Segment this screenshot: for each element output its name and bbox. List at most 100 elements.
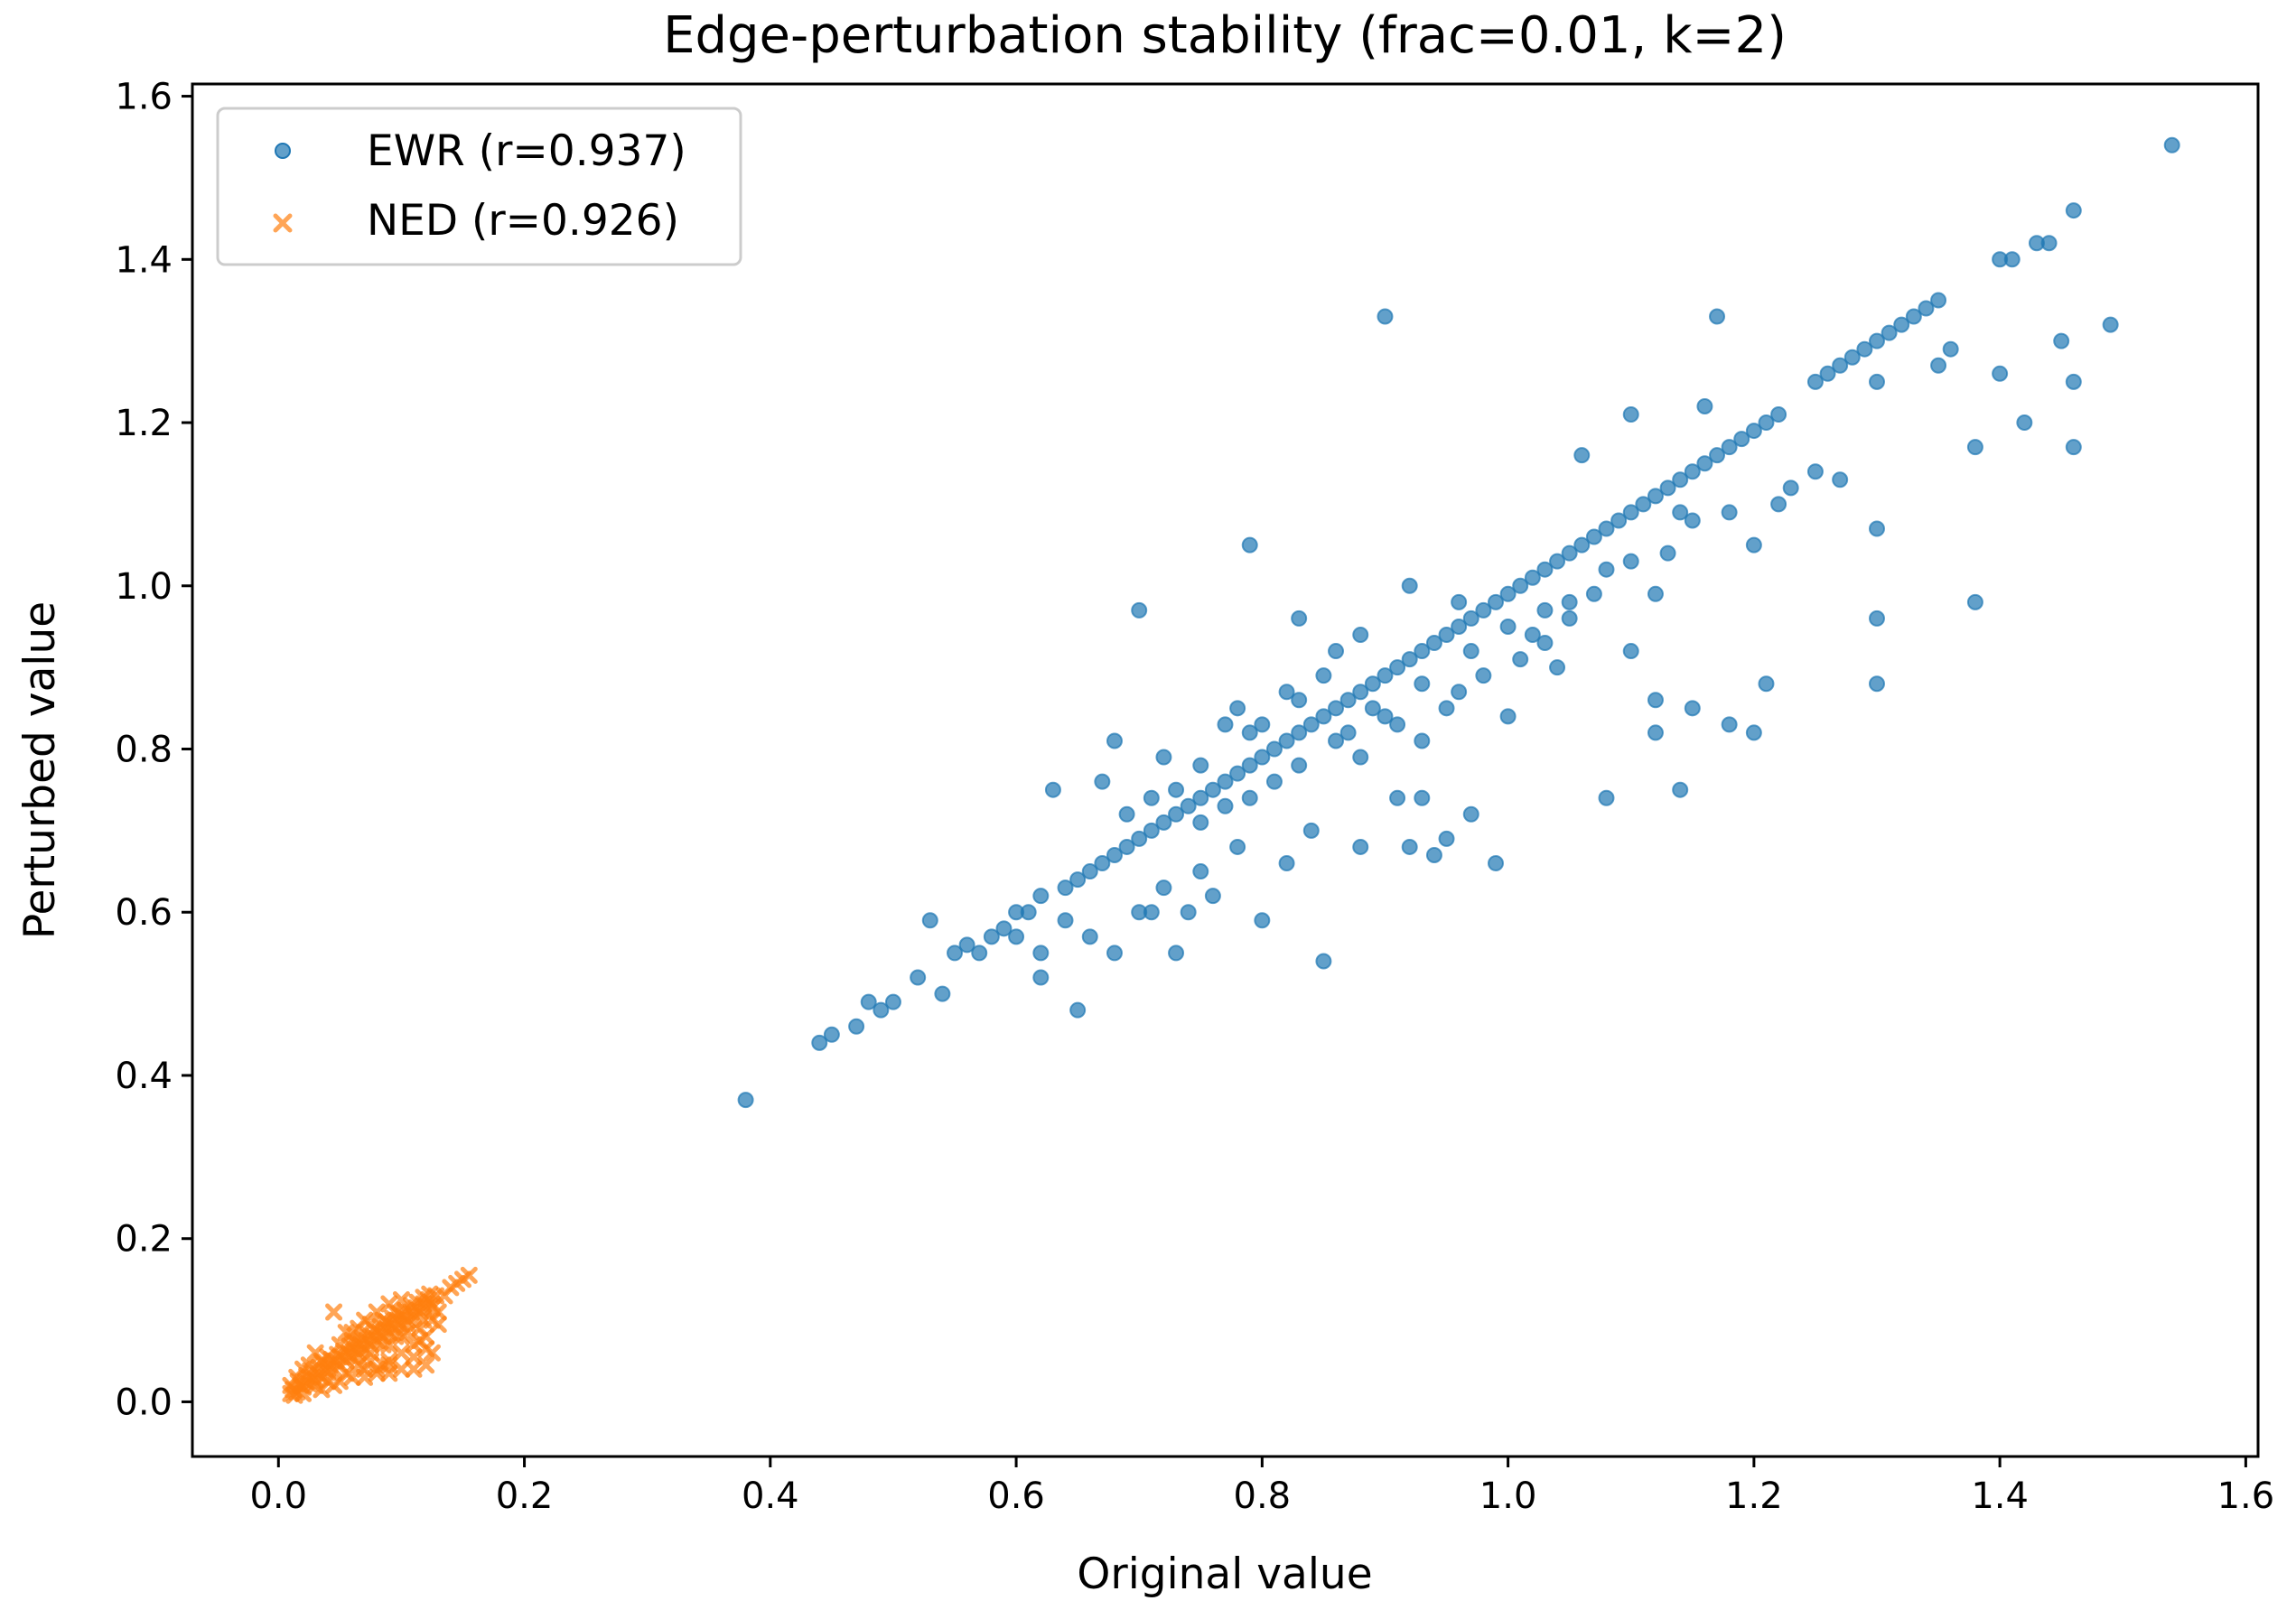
y-tick-label: 0.8 xyxy=(115,730,173,771)
y-tick-label: 0.2 xyxy=(115,1219,173,1261)
ned-point xyxy=(411,1332,429,1350)
ewr-point xyxy=(1217,773,1234,790)
ewr-point xyxy=(1893,316,1910,333)
ewr-point xyxy=(1315,708,1332,725)
ewr-point xyxy=(1770,496,1787,513)
ewr-point xyxy=(1377,708,1394,725)
ewr-point xyxy=(1155,814,1172,831)
legend-marker-ewr xyxy=(275,143,291,159)
ewr-point xyxy=(1204,888,1221,905)
ewr-point xyxy=(1745,423,1762,440)
ewr-point xyxy=(995,920,1013,937)
x-tick-label: 0.0 xyxy=(249,1475,307,1517)
ewr-point xyxy=(1229,765,1246,782)
ned-point xyxy=(350,1348,368,1366)
ewr-point xyxy=(958,936,975,954)
ewr-point xyxy=(1832,357,1849,374)
ewr-point xyxy=(1770,405,1787,423)
ewr-point xyxy=(1254,716,1271,733)
ewr-point xyxy=(1610,512,1628,529)
x-axis-label: Original value xyxy=(1077,1550,1372,1599)
ewr-point xyxy=(1536,635,1554,652)
ned-point xyxy=(392,1360,410,1378)
ewr-point xyxy=(1635,496,1652,513)
ewr-point xyxy=(1217,797,1234,814)
ewr-point xyxy=(1352,626,1369,643)
ewr-point xyxy=(1930,357,1947,374)
ewr-point xyxy=(1131,601,1148,619)
ewr-point xyxy=(1131,904,1148,921)
ewr-point xyxy=(1868,332,1885,349)
ewr-point xyxy=(1414,732,1431,749)
y-tick-label: 1.6 xyxy=(115,77,173,118)
ewr-point xyxy=(1549,553,1566,570)
ewr-point xyxy=(1155,879,1172,897)
ewr-point xyxy=(1265,773,1283,790)
ewr-point xyxy=(1204,781,1221,798)
ewr-point xyxy=(1622,643,1639,660)
ewr-point xyxy=(1561,544,1578,562)
ewr-point xyxy=(1192,757,1209,774)
ewr-point xyxy=(1696,397,1713,414)
ewr-point xyxy=(1524,569,1541,586)
ewr-point xyxy=(1241,536,1258,554)
ewr-point xyxy=(2016,414,2033,432)
ewr-point xyxy=(1561,593,1578,610)
ewr-point xyxy=(1598,520,1615,537)
ned-point xyxy=(337,1364,355,1382)
ewr-point xyxy=(1684,512,1701,529)
ned-point xyxy=(356,1368,374,1386)
ewr-point xyxy=(1377,308,1394,325)
ewr-point xyxy=(1168,781,1185,798)
ned-point xyxy=(415,1311,433,1329)
ewr-point xyxy=(1856,340,1873,358)
ewr-point xyxy=(1328,643,1345,660)
ewr-point xyxy=(921,912,938,929)
ewr-point xyxy=(1094,773,1111,790)
ewr-point xyxy=(1819,365,1836,382)
ewr-point xyxy=(1364,675,1381,693)
ewr-point xyxy=(1832,471,1849,489)
ewr-point xyxy=(1499,618,1517,635)
ewr-point xyxy=(1389,789,1406,806)
ewr-point xyxy=(1328,732,1345,749)
ewr-point xyxy=(1585,585,1602,602)
ewr-point xyxy=(1462,805,1479,823)
ewr-point xyxy=(1328,700,1345,717)
ewr-point xyxy=(1709,308,1726,325)
ewr-point xyxy=(1672,781,1689,798)
ewr-point xyxy=(1241,724,1258,741)
ewr-point xyxy=(1451,593,1468,610)
ewr-point xyxy=(1782,479,1799,497)
ewr-point xyxy=(1451,684,1468,701)
ewr-point xyxy=(1020,904,1037,921)
ewr-point xyxy=(1598,561,1615,578)
ewr-point xyxy=(1647,692,1664,709)
ewr-point xyxy=(2003,251,2021,268)
ewr-point xyxy=(1438,626,1455,643)
ewr-point xyxy=(1598,789,1615,806)
ewr-point xyxy=(1942,340,1959,358)
ewr-point xyxy=(884,993,901,1010)
y-axis-label: Perturbed value xyxy=(15,601,65,939)
ewr-point xyxy=(1745,536,1762,554)
legend-marker-ned xyxy=(273,213,293,233)
ewr-point xyxy=(1745,724,1762,741)
chart-title: Edge-perturbation stability (frac=0.01, … xyxy=(663,6,1787,65)
ewr-point xyxy=(1684,463,1701,480)
ewr-point xyxy=(1758,675,1775,693)
ewr-point xyxy=(1302,716,1320,733)
ewr-point xyxy=(1057,879,1074,897)
x-tick-label: 1.4 xyxy=(1971,1475,2029,1517)
ewr-point xyxy=(1425,635,1442,652)
ewr-point xyxy=(1758,414,1775,432)
ned-point xyxy=(387,1303,405,1321)
ned-point xyxy=(343,1324,361,1342)
y-tick-label: 0.4 xyxy=(115,1056,173,1097)
ned-point xyxy=(392,1344,410,1362)
axes-frame xyxy=(191,82,2260,1458)
ned-point xyxy=(435,1287,453,1305)
points-layer xyxy=(282,136,2180,1404)
ewr-point xyxy=(1881,324,1898,341)
ewr-point xyxy=(910,969,927,986)
